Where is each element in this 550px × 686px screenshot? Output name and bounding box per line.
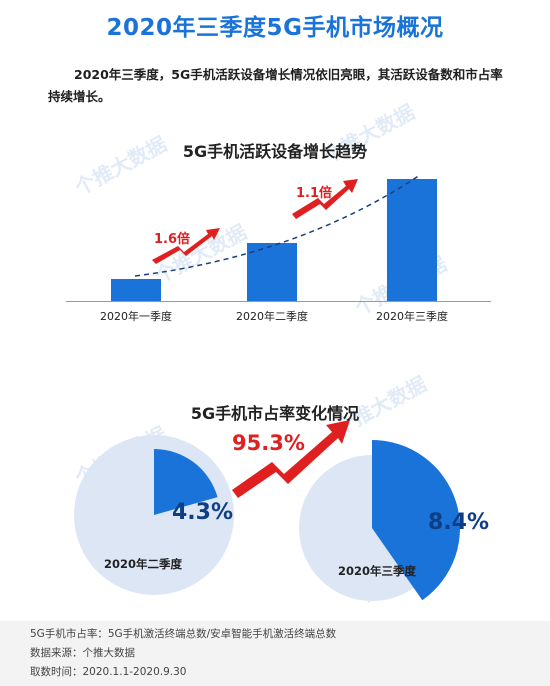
x-tick-label: 2020年二季度 [236,310,308,323]
pie-q3 [299,440,461,601]
pie-slice [372,440,461,601]
bar-chart-title: 5G手机活跃设备增长趋势 [182,142,368,161]
footer-definition: 5G手机市占率：5G手机激活终端总数/安卓智能手机激活终端总数 [30,628,337,640]
growth-label: 1.6倍 [154,232,191,247]
bar [387,179,437,301]
share-growth-arrow [232,420,350,498]
pie-label-q2: 2020年二季度 [104,557,183,571]
footer-notes: 5G手机市占率：5G手机激活终端总数/安卓智能手机激活终端总数 数据来源：个推大… [0,621,550,686]
pie-label-q3: 2020年三季度 [338,564,417,578]
bar [111,278,161,301]
growth-arrow [152,228,220,264]
trend-line [134,174,421,277]
x-axis-line [66,301,491,302]
bar [247,243,297,301]
pie-slice [154,449,218,515]
x-tick-label: 2020年一季度 [100,310,172,323]
share-value-q3: 8.4% [428,510,490,535]
intro-text: 2020年三季度，5G手机活跃设备增长情况依旧亮眼，其活跃设备数和市占率持续增长… [48,67,503,104]
footer-period: 取数时间：2020.1.1-2020.9.30 [30,666,187,678]
pie-q2 [74,435,234,595]
footer-source: 数据来源：个推大数据 [30,647,135,659]
share-value-q2: 4.3% [172,500,234,525]
share-growth-label: 95.3% [232,431,305,455]
page-title: 2020年三季度5G手机市场概况 [106,15,444,41]
growth-arrow [292,179,358,219]
pie-chart-title: 5G手机市占率变化情况 [190,404,360,423]
growth-label: 1.1倍 [296,186,333,201]
x-tick-label: 2020年三季度 [376,310,448,323]
